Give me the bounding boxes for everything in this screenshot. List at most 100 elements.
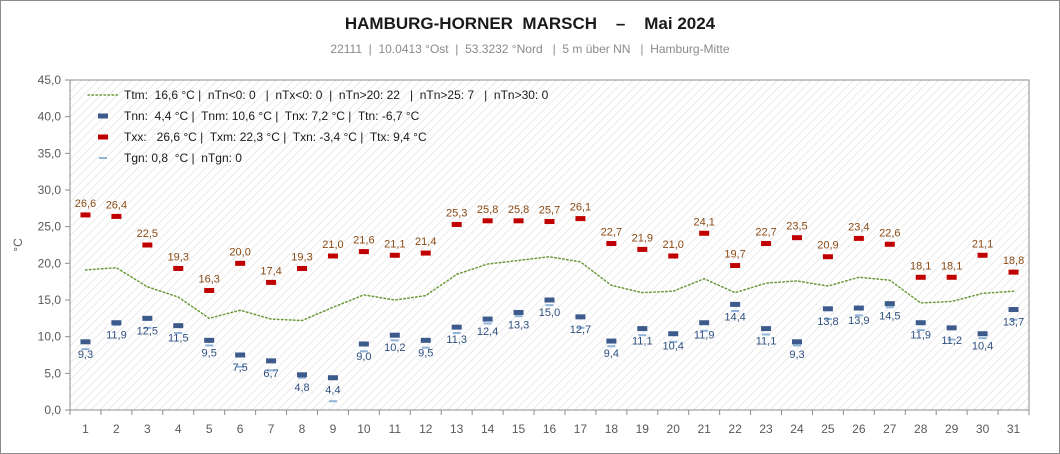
tnn-data-label: 14,4 xyxy=(724,311,745,323)
txx-data-label: 21,9 xyxy=(632,232,653,244)
txx-marker xyxy=(853,235,864,241)
x-tick-label: 23 xyxy=(759,422,773,436)
tnn-marker xyxy=(977,331,988,337)
legend-item-tgn: Tgn: 0,8 °C | nTgn: 0 xyxy=(99,151,242,165)
x-tick-label: 17 xyxy=(574,422,588,436)
tnn-marker xyxy=(1008,307,1019,313)
x-tick-label: 30 xyxy=(976,422,990,436)
txx-marker xyxy=(389,252,400,258)
txx-marker xyxy=(327,253,338,259)
txx-data-label: 26,4 xyxy=(106,199,127,211)
txx-data-label: 22,7 xyxy=(601,227,622,239)
x-tick-label: 22 xyxy=(728,422,742,436)
x-tick-label: 11 xyxy=(389,422,402,436)
txx-data-label: 19,7 xyxy=(724,249,745,261)
y-axis-label: °C xyxy=(11,238,25,252)
tgn-marker xyxy=(143,326,152,329)
x-tick-label: 12 xyxy=(419,422,433,436)
tnn-marker xyxy=(761,326,772,332)
tnn-marker xyxy=(482,316,493,322)
tnn-marker xyxy=(513,309,524,315)
txx-data-label: 21,0 xyxy=(663,239,684,251)
txx-marker xyxy=(1008,269,1019,275)
txx-data-label: 21,0 xyxy=(322,239,343,251)
axes: 0,05,010,015,020,025,030,035,040,045,01 2… xyxy=(38,73,1030,436)
tnn-data-label: 9,5 xyxy=(202,347,217,359)
txx-data-label: 21,1 xyxy=(384,238,405,250)
txx-data-label: 16,3 xyxy=(198,273,219,285)
txx-marker xyxy=(358,249,369,255)
txx-series: 26,6 26,4 22,5 19,3 16,3 20,0 17,4 19,3 21,0 21,6… xyxy=(75,198,1024,293)
y-tick-label: 0,0 xyxy=(44,403,61,417)
txx-data-label: 25,8 xyxy=(508,204,529,216)
y-tick-label: 40,0 xyxy=(38,110,62,124)
tgn-marker xyxy=(978,337,987,340)
txx-data-label: 19,3 xyxy=(168,251,189,263)
tnn-marker xyxy=(699,320,710,326)
x-tick-label: 16 xyxy=(543,422,557,436)
tnn-marker xyxy=(204,337,215,343)
x-tick-label: 31 xyxy=(1007,422,1021,436)
x-tick-label: 15 xyxy=(512,422,526,436)
tgn-marker xyxy=(1009,318,1018,321)
chart-title: HAMBURG-HORNER MARSCH – Mai 2024 xyxy=(344,14,716,33)
x-tick-label: 10 xyxy=(357,422,371,436)
y-tick-label: 35,0 xyxy=(38,146,62,160)
x-tick-label: 5 xyxy=(206,422,213,436)
x-tick-label: 19 xyxy=(636,422,650,436)
tnn-marker xyxy=(915,320,926,326)
tnn-data-label: 11,3 xyxy=(446,334,467,346)
txx-data-label: 22,6 xyxy=(879,227,900,239)
txx-marker xyxy=(946,274,957,280)
tgn-marker xyxy=(885,306,894,309)
txx-marker xyxy=(544,219,555,225)
txx-data-label: 20,9 xyxy=(817,240,838,252)
tgn-marker xyxy=(700,329,709,332)
tnn-marker xyxy=(297,372,308,378)
tnn-data-label: 13,8 xyxy=(817,316,838,328)
tnn-data-label: 9,4 xyxy=(604,348,619,360)
tnn-marker xyxy=(358,341,369,347)
txx-data-label: 26,6 xyxy=(75,198,96,210)
tnn-marker xyxy=(420,337,431,343)
tnn-data-label: 10,4 xyxy=(972,341,993,353)
tnn-data-label: 11,9 xyxy=(910,330,931,342)
x-tick-label: 21 xyxy=(697,422,711,436)
tnn-data-label: 10,2 xyxy=(384,342,405,354)
txx-marker xyxy=(761,241,772,247)
txx-marker xyxy=(822,254,833,260)
txx-marker xyxy=(699,230,710,236)
tgn-marker xyxy=(731,310,740,312)
txx-data-label: 25,3 xyxy=(446,207,467,219)
x-tick-label: 4 xyxy=(175,422,182,436)
x-tick-label: 13 xyxy=(450,422,464,436)
tgn-marker xyxy=(267,369,276,372)
x-tick-label: 29 xyxy=(945,422,959,436)
tnn-marker xyxy=(80,339,91,345)
txx-data-label: 22,7 xyxy=(755,227,776,239)
tnn-data-label: 12,4 xyxy=(477,326,498,338)
tnn-data-label: 11,5 xyxy=(168,333,189,345)
tnn-marker xyxy=(451,324,462,330)
tnn-data-label: 4,8 xyxy=(294,382,309,394)
y-axis-title: °C xyxy=(11,238,25,252)
tnn-data-label: 11,1 xyxy=(632,336,653,348)
tnn-marker xyxy=(111,320,122,326)
tnn-data-label: 15,0 xyxy=(539,307,560,319)
tnn-data-label: 12,5 xyxy=(137,325,158,337)
txx-marker xyxy=(204,287,215,293)
tnn-data-label: 9,3 xyxy=(78,349,93,361)
tgn-marker xyxy=(514,315,523,318)
tnn-marker xyxy=(637,326,648,332)
txx-data-label: 24,1 xyxy=(693,216,714,228)
tnn-data-label: 9,0 xyxy=(356,351,371,363)
legend-label-tnn: Tnn: 4,4 °C | Tnm: 10,6 °C | Tnx: 7,2 °C… xyxy=(124,109,420,123)
tgn-marker xyxy=(298,376,307,379)
tnn-marker xyxy=(730,301,741,307)
x-tick-label: 8 xyxy=(299,422,306,436)
tgn-marker xyxy=(545,304,554,307)
tnn-marker xyxy=(327,375,338,381)
tnn-series: 9,3 11,9 12,5 11,5 9,5 7,5 6,7 4,8 4,4 9,0 10,2 9,5… xyxy=(78,297,1024,397)
txx-data-label: 18,1 xyxy=(910,260,931,272)
tgn-marker xyxy=(669,340,678,343)
